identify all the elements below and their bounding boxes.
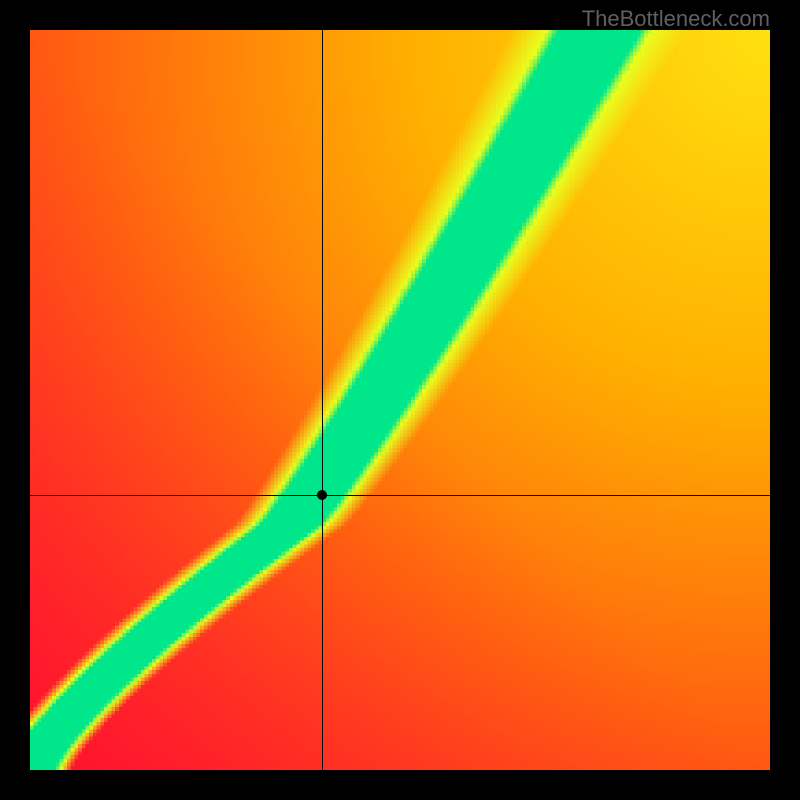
heatmap-canvas — [30, 30, 770, 770]
crosshair-horizontal — [30, 495, 770, 496]
watermark-text: TheBottleneck.com — [582, 6, 770, 32]
crosshair-vertical — [322, 30, 323, 770]
data-point-marker — [317, 490, 327, 500]
heatmap-plot — [30, 30, 770, 770]
